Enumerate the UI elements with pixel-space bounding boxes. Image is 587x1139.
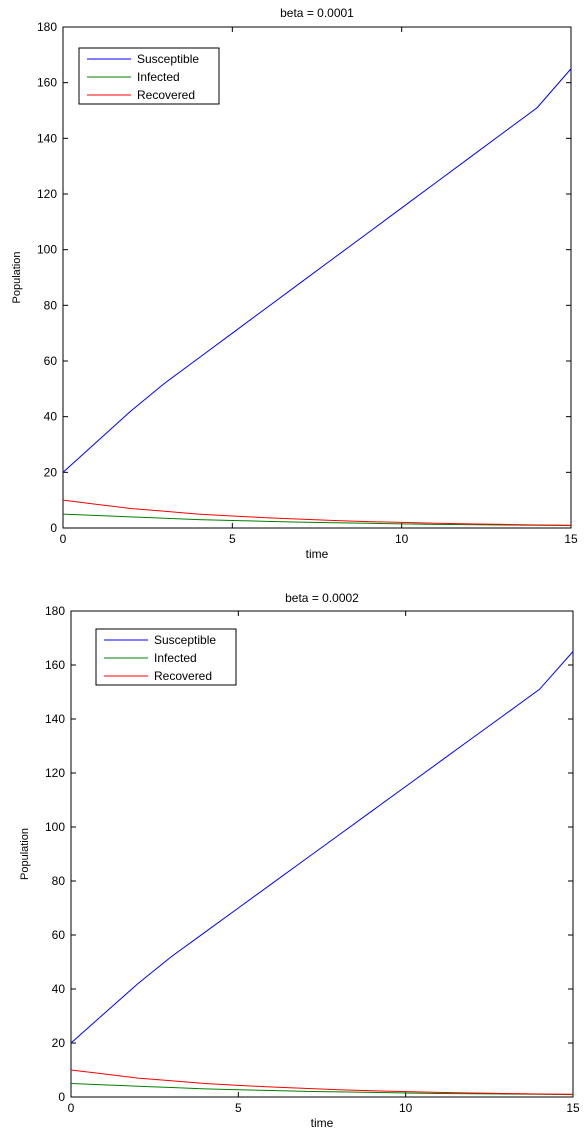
- y-tick-label: 160: [37, 76, 57, 90]
- x-axis-label: time: [311, 1116, 334, 1130]
- chart-2: 0 5 10 15 0 20 40 60 80 100 120 140 160 180 beta = 0.0…: [19, 591, 580, 1130]
- y-tick-label: 120: [45, 766, 65, 780]
- y-tick-label: 0: [58, 1090, 65, 1104]
- y-tick-label: 40: [52, 982, 66, 996]
- y-tick-label: 180: [45, 604, 65, 618]
- chart-1: 0 5 10 15 0 20 40 60 80 100 120 140 160 180 beta = 0.0…: [11, 6, 578, 561]
- x-tick-label: 0: [60, 532, 67, 546]
- y-tick-label: 100: [45, 820, 65, 834]
- plot-area: [70, 610, 574, 1098]
- series-line-susceptible: [62, 68, 572, 473]
- y-tick-label: 20: [44, 465, 58, 479]
- y-tick-label: 100: [37, 243, 57, 257]
- legend-label-recovered: Recovered: [154, 669, 212, 683]
- y-tick-label: 140: [37, 131, 57, 145]
- legend-label-infected: Infected: [137, 70, 180, 84]
- legend-label-susceptible: Susceptible: [137, 52, 199, 66]
- x-tick-label: 15: [564, 532, 578, 546]
- y-tick-label: 60: [52, 928, 66, 942]
- y-tick-label: 80: [52, 874, 66, 888]
- legend: Susceptible Infected Recovered: [95, 628, 237, 686]
- series-line-infected: [70, 1083, 574, 1096]
- y-tick-label: 120: [37, 187, 57, 201]
- x-tick-label: 15: [566, 1101, 580, 1115]
- y-axis-label: Population: [19, 828, 31, 880]
- y-tick-label: 80: [44, 298, 58, 312]
- x-tick-label: 5: [235, 1101, 242, 1115]
- legend: Susceptible Infected Recovered: [78, 47, 220, 105]
- x-tick-label: 10: [399, 1101, 413, 1115]
- y-tick-label: 180: [37, 20, 57, 34]
- x-tick-label: 0: [68, 1101, 75, 1115]
- legend-label-susceptible: Susceptible: [154, 633, 216, 647]
- series-line-infected: [62, 513, 572, 526]
- y-tick-label: 140: [45, 712, 65, 726]
- chart-title: beta = 0.0002: [285, 591, 359, 605]
- y-tick-label: 160: [45, 658, 65, 672]
- legend-label-recovered: Recovered: [137, 88, 195, 102]
- y-tick-label: 20: [52, 1036, 66, 1050]
- y-tick-label: 0: [50, 521, 57, 535]
- y-tick-label: 60: [44, 354, 58, 368]
- x-tick-label: 10: [395, 532, 409, 546]
- y-axis-label: Population: [11, 252, 23, 304]
- chart-title: beta = 0.0001: [280, 6, 354, 20]
- series-line-recovered: [62, 499, 572, 526]
- x-axis-label: time: [306, 547, 329, 561]
- series-line-recovered: [70, 1069, 574, 1095]
- series-line-susceptible: [70, 651, 574, 1044]
- plot-area: [62, 26, 572, 529]
- legend-label-infected: Infected: [154, 651, 197, 665]
- x-tick-label: 5: [229, 532, 236, 546]
- y-tick-label: 40: [44, 410, 58, 424]
